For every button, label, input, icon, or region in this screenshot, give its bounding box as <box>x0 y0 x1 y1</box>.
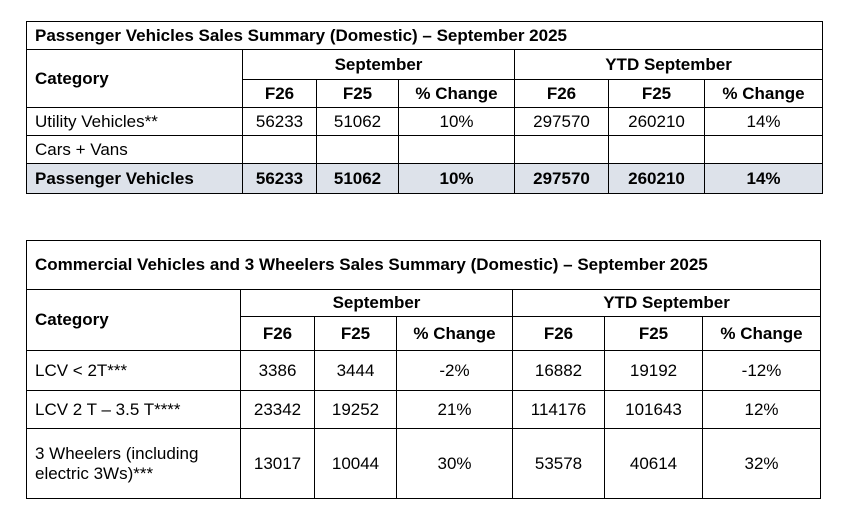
table-row: Commercial Vehicles and 3 Wheelers Sales… <box>25 240 822 290</box>
column-header: F26 <box>514 79 609 108</box>
group-header: September <box>240 289 513 317</box>
value-cell: 13017 <box>240 428 315 499</box>
table-title: Commercial Vehicles and 3 Wheelers Sales… <box>25 240 822 290</box>
value-cell: -2% <box>396 350 513 391</box>
value-cell: -12% <box>701 350 822 391</box>
value-cell: 56233 <box>242 163 317 194</box>
column-header: F25 <box>316 79 399 108</box>
row-label: LCV 2 T – 3.5 T**** <box>26 390 241 429</box>
group-header: September <box>242 49 515 80</box>
value-cell: 12% <box>701 390 822 429</box>
value-cell: 30% <box>396 428 513 499</box>
row-label: Utility Vehicles** <box>26 107 243 136</box>
value-cell: 56233 <box>242 107 317 136</box>
row-label-text: 3 Wheelers (including electric 3Ws)*** <box>35 443 199 483</box>
value-cell: 21% <box>396 390 513 429</box>
table-row: Passenger Vehicles Sales Summary (Domest… <box>25 21 824 50</box>
value-cell: 14% <box>703 163 824 194</box>
group-header: YTD September <box>513 49 824 80</box>
table-row: LCV 2 T – 3.5 T**** 23342 19252 21% 114176 10… <box>26 390 822 429</box>
row-label-text: Passenger Vehicles <box>35 168 194 188</box>
row-label-text: LCV < 2T*** <box>35 360 128 380</box>
table-row: LCV < 2T*** 3386 3444 -2% 16882 19192 -12% <box>26 350 822 391</box>
value-cell: 23342 <box>240 390 315 429</box>
empty-cell <box>514 135 609 164</box>
empty-cell <box>703 135 824 164</box>
value-cell: 297570 <box>514 107 609 136</box>
table-row: Category September YTD September <box>26 289 822 351</box>
row-label-text: Cars + Vans <box>35 139 128 159</box>
empty-cell <box>398 135 515 164</box>
passenger-table: Passenger Vehicles Sales Summary (Domest… <box>25 21 824 194</box>
table-row: 3 Wheelers (including electric 3Ws)*** 13… <box>26 428 822 499</box>
column-header: % Change <box>398 79 515 108</box>
value-cell: 16882 <box>512 350 605 391</box>
value-cell: 10% <box>398 107 515 136</box>
value-cell: 260210 <box>608 163 705 194</box>
column-header: F25 <box>608 79 705 108</box>
value-cell: 19252 <box>314 390 397 429</box>
column-header: % Change <box>701 316 822 351</box>
column-header: % Change <box>703 79 824 108</box>
value-cell: 3444 <box>314 350 397 391</box>
category-header: Category <box>26 289 241 351</box>
table-row: F26 F25% Change F26 F25% Change <box>27 316 822 351</box>
value-cell: 10% <box>398 163 515 194</box>
row-label: LCV < 2T*** <box>26 350 241 391</box>
column-header: F26 <box>240 316 315 351</box>
category-header: Category <box>26 49 243 108</box>
value-cell: 14% <box>703 107 824 136</box>
value-cell: 32% <box>701 428 822 499</box>
column-header: F25 <box>604 316 703 351</box>
row-label: 3 Wheelers (including electric 3Ws)*** <box>26 428 241 499</box>
table-row: Cars + Vans <box>26 135 824 164</box>
empty-cell <box>316 135 399 164</box>
value-cell: 19192 <box>604 350 703 391</box>
value-cell: 10044 <box>314 428 397 499</box>
value-cell: 297570 <box>514 163 609 194</box>
column-header: F26 <box>512 316 605 351</box>
row-label: Passenger Vehicles <box>26 163 243 194</box>
table-title: Passenger Vehicles Sales Summary (Domest… <box>25 21 824 50</box>
value-cell: 260210 <box>608 107 705 136</box>
value-cell: 51062 <box>316 163 399 194</box>
empty-cell <box>242 135 317 164</box>
value-cell: 3386 <box>240 350 315 391</box>
row-label-text: Utility Vehicles** <box>35 111 158 131</box>
commercial-table: Commercial Vehicles and 3 Wheelers Sales… <box>25 240 822 499</box>
value-cell: 114176 <box>512 390 605 429</box>
table-row: Utility Vehicles** 56233 51062 10% 297570 260… <box>26 107 824 136</box>
value-cell: 40614 <box>604 428 703 499</box>
column-header: % Change <box>396 316 513 351</box>
table-row: Category September YTD September <box>26 49 824 108</box>
column-header: F25 <box>314 316 397 351</box>
column-header: F26 <box>242 79 317 108</box>
group-header: YTD September <box>511 289 822 317</box>
value-cell: 101643 <box>604 390 703 429</box>
row-label-text: LCV 2 T – 3.5 T**** <box>35 399 181 419</box>
value-cell: 53578 <box>512 428 605 499</box>
table-row: F26 F25% Change F26 F25% Change <box>27 79 824 108</box>
row-label: Cars + Vans <box>26 135 243 164</box>
empty-cell <box>608 135 705 164</box>
table-row: Passenger Vehicles 56233 51062 10% 297570 260… <box>26 163 824 194</box>
value-cell: 51062 <box>316 107 399 136</box>
